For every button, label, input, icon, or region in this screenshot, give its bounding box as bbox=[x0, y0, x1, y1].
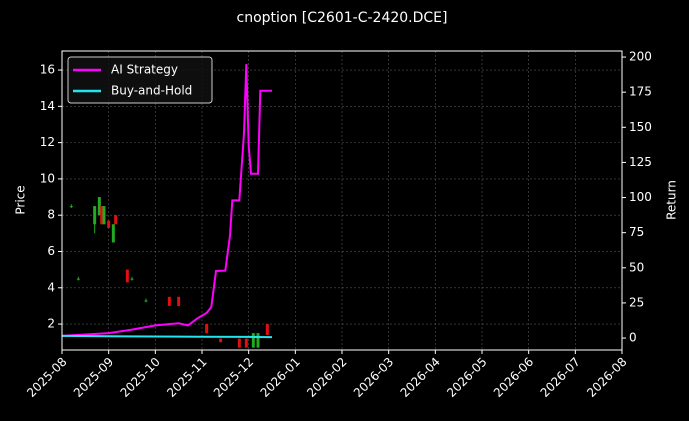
candle-body bbox=[100, 206, 104, 225]
y2-tick-label: 100 bbox=[629, 190, 652, 204]
legend-box bbox=[67, 56, 213, 104]
candle-body bbox=[144, 300, 148, 302]
candle-body bbox=[177, 296, 181, 306]
candle-body bbox=[205, 324, 209, 334]
x-tick-label: 2026-05 bbox=[444, 355, 489, 400]
candle-body bbox=[130, 278, 134, 280]
y-tick-label: 2 bbox=[47, 317, 55, 331]
y2-tick-label: 150 bbox=[629, 120, 652, 134]
x-tick-label: 2026-01 bbox=[258, 355, 303, 400]
x-tick-label: 2025-08 bbox=[24, 355, 69, 400]
candle-body bbox=[97, 197, 101, 216]
x-tick-label: 2026-08 bbox=[584, 355, 629, 400]
series-line bbox=[61, 64, 272, 337]
y-tick-label: 8 bbox=[47, 208, 55, 222]
candle-body bbox=[256, 333, 260, 348]
x-tick-label: 2025-10 bbox=[118, 355, 163, 400]
x-tick-label: 2026-06 bbox=[491, 355, 536, 400]
y2-tick-label: 50 bbox=[629, 260, 644, 274]
x-tick-label: 2025-11 bbox=[164, 355, 209, 400]
y-tick-label: 4 bbox=[47, 280, 55, 294]
candle-body bbox=[244, 338, 248, 348]
series-line bbox=[61, 334, 273, 339]
y-tick-label: 14 bbox=[40, 99, 55, 113]
y2-tick-label: 75 bbox=[629, 225, 644, 239]
candle-body bbox=[125, 269, 129, 283]
x-tick-label: 2026-02 bbox=[304, 355, 349, 400]
candle-body bbox=[111, 224, 115, 243]
chart-title: cnoption [C2601-C-2420.DCE] bbox=[237, 10, 448, 26]
x-tick-label: 2025-09 bbox=[71, 355, 116, 400]
y-axis-label: Price bbox=[14, 185, 28, 214]
y-tick-label: 10 bbox=[40, 171, 55, 185]
candle-body bbox=[114, 215, 118, 225]
y2-axis-label: Return bbox=[665, 180, 679, 220]
plot-frame bbox=[61, 50, 623, 351]
candle-body bbox=[265, 324, 269, 335]
y2-tick-label: 125 bbox=[629, 155, 652, 169]
candle-body bbox=[93, 206, 97, 225]
y2-tick-label: 25 bbox=[629, 295, 644, 309]
candle-body bbox=[69, 206, 73, 208]
candle-body bbox=[251, 333, 255, 348]
legend-label: Buy-and-Hold bbox=[111, 84, 192, 98]
x-tick-label: 2026-07 bbox=[538, 355, 583, 400]
y2-tick-label: 200 bbox=[629, 50, 652, 64]
x-tick-label: 2025-12 bbox=[211, 355, 256, 400]
candle-body bbox=[237, 338, 241, 348]
candle-body bbox=[102, 206, 106, 225]
x-tick-label: 2026-03 bbox=[351, 355, 396, 400]
y-tick-label: 12 bbox=[40, 135, 55, 149]
legend-label: AI Strategy bbox=[111, 63, 178, 77]
y-tick-label: 6 bbox=[47, 244, 55, 258]
candle-body bbox=[219, 338, 223, 343]
x-tick-label: 2026-04 bbox=[398, 355, 443, 400]
y-tick-label: 16 bbox=[40, 63, 55, 77]
y2-tick-label: 175 bbox=[629, 85, 652, 99]
y2-tick-label: 0 bbox=[629, 331, 637, 345]
candle-body bbox=[107, 220, 111, 228]
candle-body bbox=[167, 296, 171, 306]
candle-body bbox=[76, 278, 80, 280]
